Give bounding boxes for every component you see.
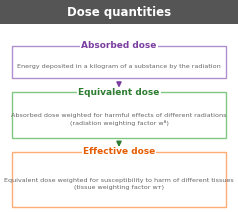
- Text: Equivalent dose: Equivalent dose: [78, 88, 160, 97]
- Text: Equivalent dose weighted for susceptibility to harm of different tissues
(tissue: Equivalent dose weighted for susceptibil…: [4, 178, 234, 190]
- Bar: [0, 0, 238, 24]
- Text: Energy deposited in a kilogram of a substance by the radiation: Energy deposited in a kilogram of a subs…: [17, 64, 221, 69]
- Bar: [12, 152, 226, 207]
- Text: Absorbed dose weighted for harmful effects of different radiations
(radiation we: Absorbed dose weighted for harmful effec…: [11, 113, 227, 126]
- Text: Effective dose: Effective dose: [83, 147, 155, 156]
- Bar: [12, 46, 226, 78]
- Text: Dose quantities: Dose quantities: [67, 6, 171, 19]
- Bar: [12, 92, 226, 138]
- Text: Absorbed dose: Absorbed dose: [81, 41, 157, 50]
